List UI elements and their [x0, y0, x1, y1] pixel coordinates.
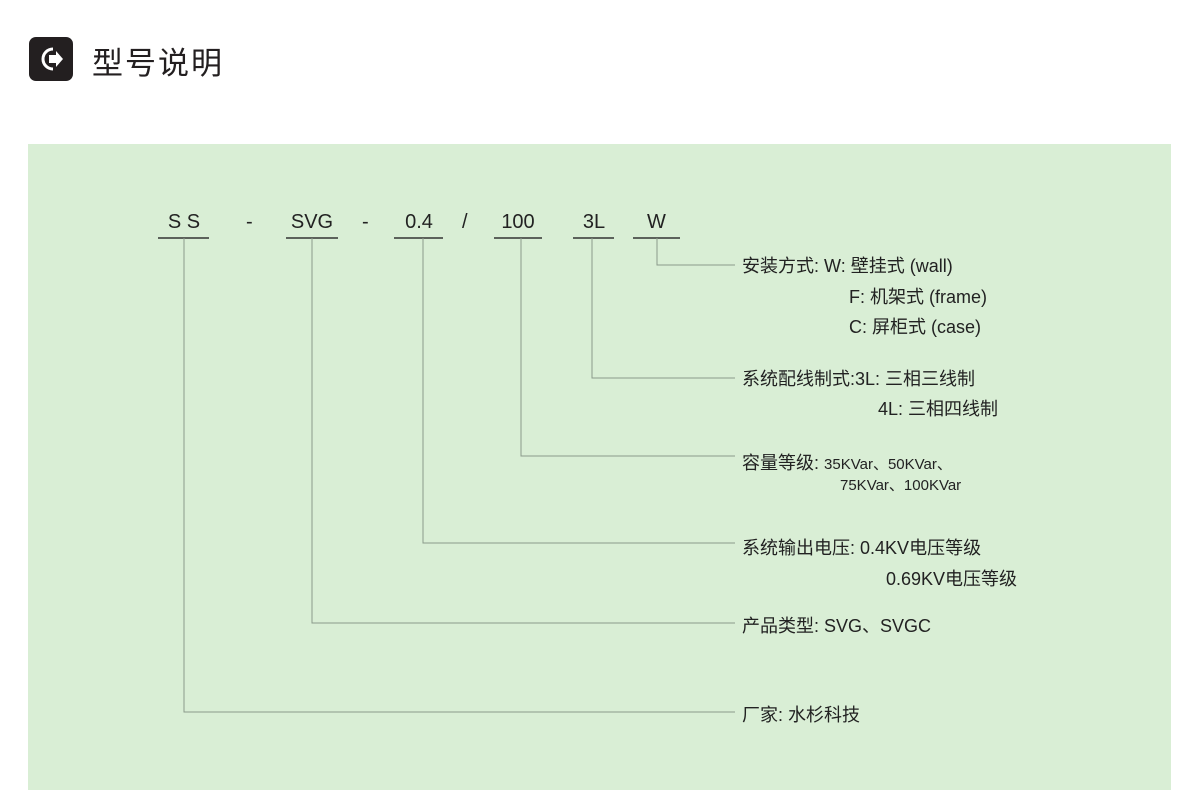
leader-line-install	[656, 238, 735, 266]
install-option: C: 屏柜式 (case)	[849, 317, 982, 337]
arrow-right-circle-icon	[29, 37, 73, 81]
leader-line-wiring	[591, 238, 735, 379]
leader-line-ss	[183, 238, 735, 713]
code-segment-manufacturer: S S	[167, 211, 201, 233]
voltage-description: 系统输出电压: 0.4KV电压等级	[742, 534, 981, 560]
capacity-option: 75KVar、100KVar	[840, 477, 962, 494]
diagram-panel	[28, 144, 1171, 790]
product-type-option: SVG、SVGC	[824, 616, 932, 636]
product-type-label: 产品类型:	[742, 616, 820, 636]
voltage-label: 系统输出电压:	[742, 538, 856, 558]
code-segment-capacity: 100	[501, 211, 535, 233]
capacity-option: 35KVar、50KVar、	[824, 456, 952, 473]
install-label: 安装方式:	[742, 256, 820, 276]
separator: -	[362, 211, 369, 233]
code-segment-product: SVG	[290, 211, 334, 233]
leader-line-svg	[311, 238, 735, 624]
install-description: 安装方式: W: 壁挂式 (wall)	[742, 252, 953, 278]
voltage-option: 0.69KV电压等级	[886, 569, 1018, 589]
voltage-option: 0.4KV电压等级	[860, 538, 982, 558]
product-type-description: 产品类型: SVG、SVGC	[742, 612, 931, 638]
leader-line-capacity	[520, 238, 735, 457]
wiring-option: 3L: 三相三线制	[855, 369, 976, 389]
separator: -	[246, 211, 253, 233]
capacity-description: 容量等级: 35KVar、50KVar、	[742, 449, 952, 475]
page-title: 型号说明	[92, 46, 224, 82]
code-segment-wiring: 3L	[582, 211, 606, 233]
wiring-label: 系统配线制式:	[742, 369, 856, 389]
code-segment-install: W	[647, 211, 666, 233]
wiring-description: 系统配线制式:3L: 三相三线制	[742, 365, 975, 391]
code-segment-voltage: 0.4	[405, 211, 433, 233]
manufacturer-label: 厂家:	[742, 705, 784, 725]
install-option: F: 机架式 (frame)	[849, 287, 987, 307]
capacity-label: 容量等级:	[742, 453, 820, 473]
wiring-option: 4L: 三相四线制	[878, 399, 999, 419]
manufacturer-description: 厂家: 水杉科技	[742, 701, 860, 727]
manufacturer-option: 水杉科技	[788, 705, 861, 725]
install-option: W: 壁挂式 (wall)	[824, 256, 953, 276]
separator: /	[462, 211, 468, 233]
leader-line-voltage	[422, 238, 735, 544]
